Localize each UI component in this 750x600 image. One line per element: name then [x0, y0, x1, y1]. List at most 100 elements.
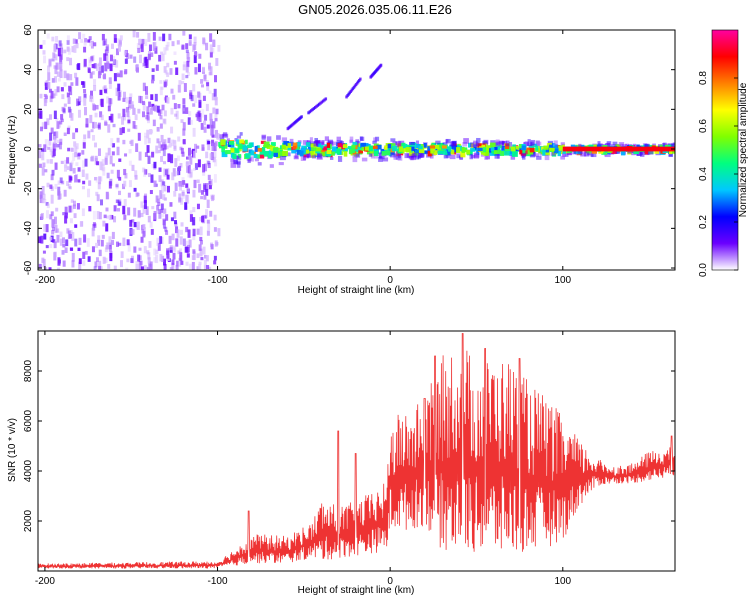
heat-cell — [305, 149, 310, 154]
heat-cell — [203, 74, 207, 80]
heat-cell — [56, 228, 60, 233]
heat-cell — [67, 106, 71, 113]
spectrogram-cells — [38, 30, 675, 270]
heat-cell — [87, 256, 91, 262]
heat-cell — [558, 145, 564, 151]
heat-cell — [143, 57, 147, 67]
heat-cell — [222, 144, 228, 149]
heat-cell — [75, 42, 79, 49]
heat-cell — [636, 150, 643, 156]
y-tick-label: 4000 — [23, 459, 34, 482]
heat-cell — [160, 51, 164, 55]
heat-cell — [170, 217, 174, 222]
heat-cell — [78, 237, 82, 245]
heat-cell — [152, 42, 156, 52]
heat-cell — [44, 81, 48, 86]
heat-cell — [545, 147, 550, 153]
heat-cell — [146, 129, 150, 139]
heat-cell — [494, 152, 500, 159]
x-tick-label: -200 — [35, 576, 55, 587]
heat-cell — [60, 87, 64, 92]
heat-cell — [51, 58, 55, 62]
heat-cell — [194, 163, 198, 170]
heat-cell — [198, 183, 202, 193]
heat-cell — [113, 59, 117, 65]
heat-cell — [189, 210, 193, 215]
heat-cell — [74, 72, 78, 79]
heat-cell — [429, 145, 436, 149]
spectrogram-y-ticks: 60 40 20 0 -20 -40 -60 — [23, 24, 675, 275]
heat-cell — [146, 112, 150, 121]
heat-cell — [50, 174, 54, 181]
heat-cell — [611, 149, 617, 154]
heat-cell — [133, 221, 137, 228]
heat-cell — [119, 260, 123, 268]
heat-cell — [210, 124, 214, 129]
heat-cell — [65, 239, 69, 247]
heat-cell — [347, 146, 352, 150]
heat-cell — [186, 156, 190, 160]
heat-cell — [123, 168, 127, 176]
heat-cell — [53, 110, 57, 120]
heat-cell — [163, 185, 167, 192]
heat-cell — [87, 39, 91, 43]
heat-cell — [70, 160, 74, 165]
heat-cell — [48, 60, 52, 68]
heat-cell — [186, 60, 190, 68]
heat-cell — [198, 92, 202, 102]
heat-cell — [435, 140, 441, 145]
heat-cell — [97, 182, 101, 190]
heat-cell — [73, 44, 77, 53]
heat-cell — [66, 46, 70, 52]
heat-cell — [52, 148, 56, 157]
heat-cell — [83, 93, 87, 99]
heat-cell — [127, 119, 131, 124]
heat-cell — [53, 251, 57, 258]
heat-cell — [361, 157, 368, 162]
heat-cell — [59, 61, 63, 67]
heat-cell — [278, 162, 284, 166]
heat-cell — [198, 99, 202, 108]
heat-cell — [542, 148, 548, 153]
heat-cell — [98, 265, 102, 270]
heat-cell — [427, 150, 432, 157]
heat-cell — [178, 80, 182, 85]
heat-cell — [104, 247, 108, 253]
heat-cell — [138, 38, 142, 46]
heat-cell — [101, 33, 105, 41]
heat-cell — [166, 72, 170, 78]
heat-cell — [182, 238, 186, 247]
heat-cell — [66, 166, 70, 171]
heat-cell — [185, 240, 189, 249]
heat-cell — [208, 180, 212, 185]
heat-cell — [151, 206, 155, 210]
heat-cell — [62, 107, 66, 112]
heat-cell — [113, 216, 117, 223]
heat-cell — [214, 113, 218, 122]
heat-cell — [118, 176, 122, 181]
heat-cell — [107, 263, 111, 269]
heat-cell — [234, 148, 240, 154]
heat-cell — [176, 171, 180, 176]
heat-cell — [111, 143, 115, 148]
heat-cell — [171, 259, 175, 265]
heat-cell — [153, 257, 157, 263]
heat-cell — [215, 58, 219, 66]
heat-cell — [135, 192, 139, 198]
heat-cell — [163, 144, 167, 150]
heat-cell — [45, 80, 49, 87]
heat-cell — [142, 82, 146, 92]
heat-cell — [382, 157, 389, 162]
heat-cell — [168, 247, 172, 253]
heat-cell — [69, 218, 73, 224]
heat-cell — [47, 72, 51, 81]
heat-cell — [59, 238, 63, 246]
heat-cell — [115, 184, 119, 188]
heat-cell — [189, 214, 193, 222]
heat-cell — [188, 263, 192, 269]
heat-cell — [187, 229, 191, 238]
heat-cell — [90, 56, 94, 62]
heat-cell — [88, 59, 92, 63]
heat-cell — [206, 160, 210, 166]
heat-cell — [194, 67, 198, 75]
